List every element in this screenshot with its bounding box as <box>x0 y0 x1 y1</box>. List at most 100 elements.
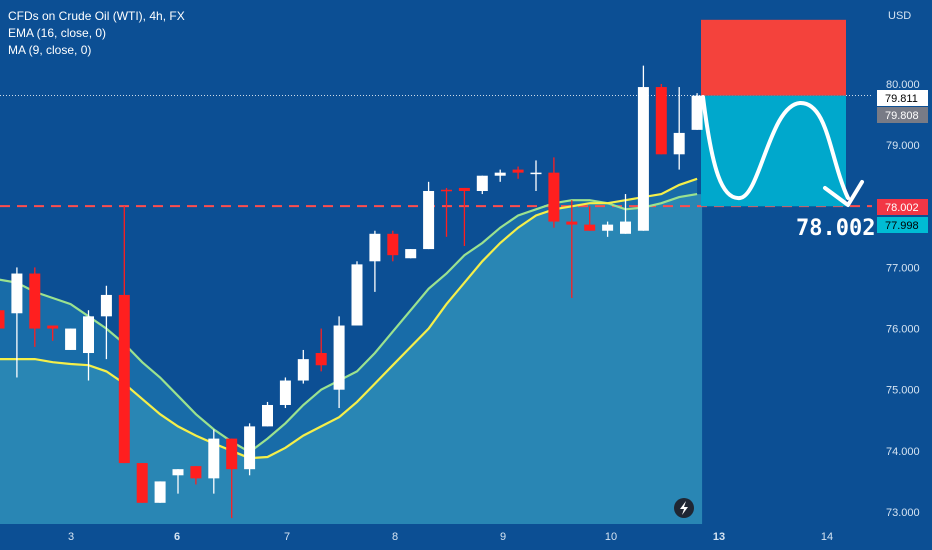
candle[interactable] <box>11 267 23 378</box>
candle[interactable] <box>369 230 381 292</box>
x-tick-label: 3 <box>68 531 74 543</box>
candle[interactable] <box>100 285 112 360</box>
ma-legend[interactable]: MA (9, close, 0) <box>8 43 92 57</box>
stop-price-badge-text: 77.998 <box>885 220 919 232</box>
candle-body <box>315 353 327 366</box>
candle[interactable] <box>315 328 327 372</box>
ema-legend[interactable]: EMA (16, close, 0) <box>8 26 107 40</box>
candle-body <box>190 466 202 479</box>
candle-body <box>100 294 112 317</box>
last-price-badge: 79.811 <box>877 90 928 106</box>
stop-price-badge-bg <box>877 217 928 233</box>
candle-body <box>154 481 166 503</box>
candle[interactable] <box>136 463 148 503</box>
candle-body <box>279 380 291 405</box>
last-price-badge-text: 79.811 <box>885 93 918 105</box>
candle-body <box>172 469 184 476</box>
candle[interactable] <box>476 175 488 195</box>
ma-line <box>0 193 698 454</box>
candle[interactable] <box>65 328 77 350</box>
candle[interactable] <box>548 157 560 228</box>
candle[interactable] <box>458 187 470 247</box>
candle[interactable] <box>244 423 256 476</box>
second-price-badge-text: 79.808 <box>885 110 919 122</box>
entry-price-badge-bg <box>877 199 928 215</box>
candle-body <box>476 175 488 191</box>
candle-body <box>530 172 542 175</box>
candle-body <box>405 249 417 259</box>
indicator-area <box>0 194 703 524</box>
second-price-badge: 79.808 <box>877 107 928 123</box>
x-tick-label: 9 <box>500 531 506 543</box>
second-price-badge-bg <box>877 107 928 123</box>
candle[interactable] <box>154 481 166 503</box>
time-axis[interactable] <box>0 524 932 550</box>
candle[interactable] <box>620 194 631 234</box>
candle[interactable] <box>29 267 41 347</box>
candle-body <box>691 95 703 130</box>
x-tick-label: 13 <box>713 531 725 543</box>
candle-body <box>441 189 452 192</box>
candle-body <box>118 294 130 464</box>
candle-body <box>566 221 578 225</box>
symbol-title[interactable]: CFDs on Crude Oil (WTI), 4h, FX <box>8 9 185 23</box>
candle[interactable] <box>262 401 273 427</box>
candle-body <box>387 233 399 256</box>
candle[interactable] <box>387 230 399 262</box>
candle[interactable] <box>351 261 363 326</box>
candle[interactable] <box>226 438 238 519</box>
candle-body <box>351 264 363 326</box>
candle[interactable] <box>190 466 202 485</box>
candle[interactable] <box>83 310 94 381</box>
y-tick-label: 80.000 <box>886 79 920 91</box>
lightning-icon-glyph <box>680 501 688 515</box>
chart-legend: CFDs on Crude Oil (WTI), 4h, FX EMA (16,… <box>8 8 185 59</box>
candle[interactable] <box>655 84 667 155</box>
candles <box>0 65 703 519</box>
candle[interactable] <box>530 160 542 191</box>
candle[interactable] <box>47 325 59 341</box>
candle[interactable] <box>405 249 417 259</box>
candle-body <box>11 273 23 314</box>
y-tick-label: 75.000 <box>886 385 920 397</box>
candle-body <box>244 426 256 470</box>
candle[interactable] <box>602 221 614 237</box>
candle-body <box>136 463 148 503</box>
candle[interactable] <box>333 316 345 409</box>
y-tick-label: 79.000 <box>886 140 920 152</box>
candle-body <box>494 172 506 176</box>
candle-body <box>65 328 77 350</box>
candle-body <box>297 359 309 381</box>
candle[interactable] <box>297 349 309 384</box>
candle[interactable] <box>279 377 291 409</box>
last-price-badge-bg <box>877 90 928 106</box>
candle[interactable] <box>0 298 5 332</box>
candle[interactable] <box>637 65 649 231</box>
candle[interactable] <box>172 469 184 494</box>
candle[interactable] <box>118 206 130 464</box>
lightning-icon[interactable] <box>674 498 694 518</box>
candle[interactable] <box>494 169 506 182</box>
stop-loss-zone[interactable] <box>701 19 846 96</box>
candle-body <box>655 87 667 155</box>
price-axis[interactable] <box>872 0 932 524</box>
indicator-band <box>0 178 698 459</box>
x-tick-label: 6 <box>174 531 180 543</box>
candle[interactable] <box>423 181 435 250</box>
candle-body <box>423 190 435 250</box>
candle[interactable] <box>441 187 452 237</box>
candle-body <box>208 438 220 479</box>
arrow-down-icon <box>823 180 864 207</box>
candle[interactable] <box>512 166 524 179</box>
candle-body <box>620 221 631 234</box>
candle[interactable] <box>673 87 685 170</box>
candle-body <box>47 325 59 329</box>
candle-body <box>637 87 649 231</box>
candle-body <box>548 172 560 222</box>
candle[interactable] <box>691 93 703 130</box>
candle[interactable] <box>208 429 220 494</box>
candle[interactable] <box>566 200 578 298</box>
candle[interactable] <box>584 206 596 231</box>
